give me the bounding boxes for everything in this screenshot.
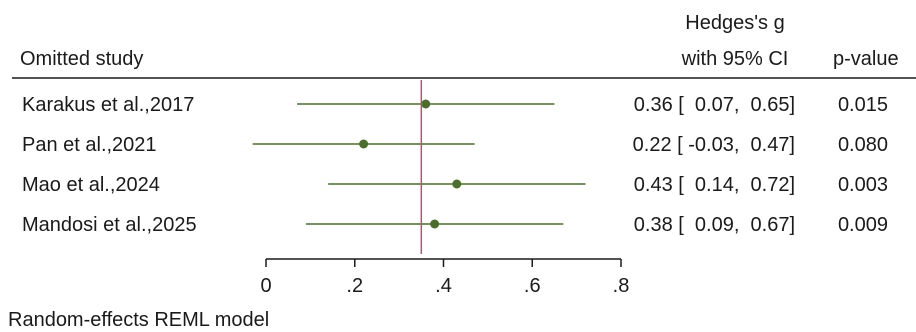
ci-text: 0.38 [ 0.09, 0.67] [634,214,795,236]
ci-text: 0.36 [ 0.07, 0.65] [634,94,795,116]
point-estimate [430,219,440,229]
p-value: 0.015 [838,94,888,116]
header-effect-line1: Hedges's g [685,12,784,34]
x-tick-label: .2 [346,275,363,297]
ci-text: 0.43 [ 0.14, 0.72] [634,174,795,196]
study-label: Mao et al.,2024 [22,174,160,196]
header-omitted-study: Omitted study [20,48,143,70]
p-value: 0.009 [838,214,888,236]
x-axis: 0 .2 .4 .6 .8 [260,258,630,297]
x-tick-label: .6 [524,275,541,297]
p-value: 0.080 [838,134,888,156]
study-label: Karakus et al.,2017 [22,94,194,116]
model-footnote: Random-effects REML model [8,309,269,331]
x-tick-label: 0 [260,275,271,297]
p-value: 0.003 [838,174,888,196]
study-label: Pan et al.,2021 [22,134,157,156]
study-label: Mandosi et al.,2025 [22,214,197,236]
x-tick-label: .4 [435,275,452,297]
header-p-value: p-value [833,48,899,70]
point-estimate [452,179,462,189]
header-effect-line2: with 95% CI [681,48,789,70]
x-tick-label: .8 [613,275,630,297]
point-estimate [359,139,369,149]
ci-text: 0.22 [ -0.03, 0.47] [633,134,795,156]
point-estimate [421,99,431,109]
study-rows: Karakus et al.,2017 0.36 [ 0.07, 0.65] 0.0… [22,94,888,236]
